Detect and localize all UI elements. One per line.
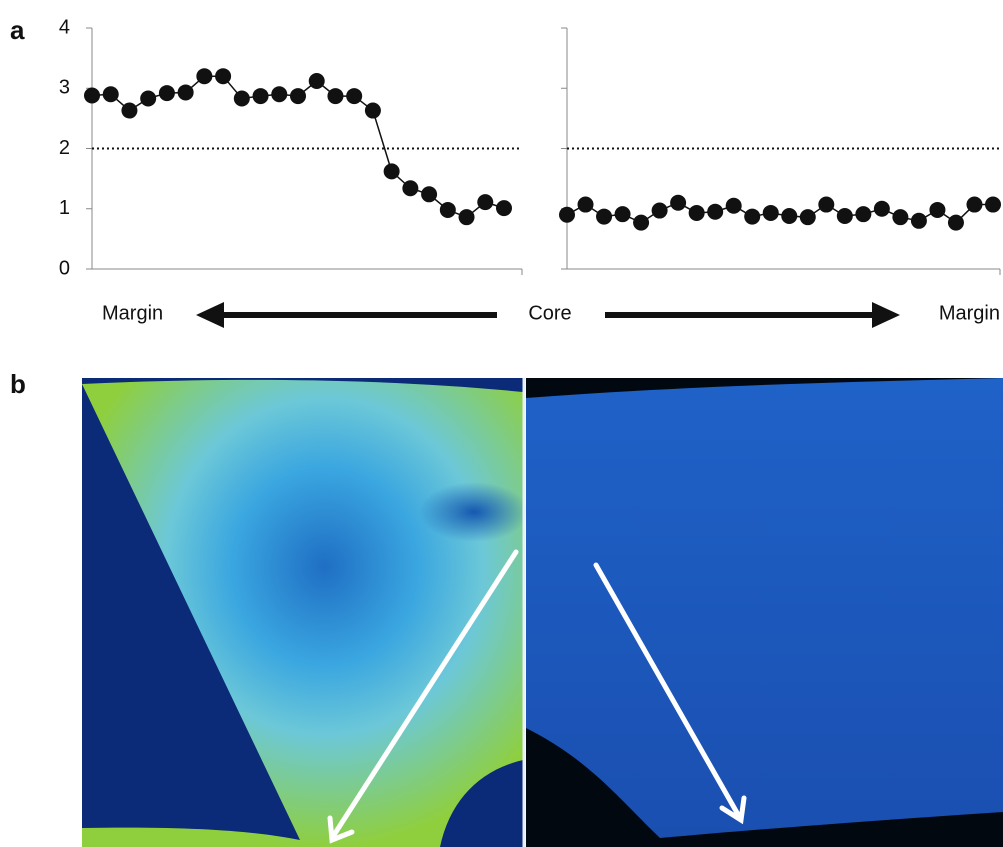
data-point [688, 204, 705, 221]
data-point [458, 209, 475, 226]
data-line [566, 201, 993, 224]
direction-label: Core [528, 302, 571, 324]
data-point [781, 207, 798, 224]
y-tick-label: 1 [59, 197, 70, 219]
data-point [651, 202, 668, 219]
data-point [855, 206, 872, 223]
data-point [102, 86, 119, 103]
y-tick-label: 3 [59, 77, 70, 99]
data-point [670, 194, 687, 211]
data-point [947, 214, 964, 231]
data-point [252, 88, 269, 105]
data-point [346, 88, 363, 105]
micrograph-right [526, 378, 1003, 847]
data-point [966, 196, 983, 213]
panel-label: a [10, 15, 25, 45]
data-point [707, 203, 724, 220]
micrograph-left [82, 378, 540, 847]
data-point [477, 194, 494, 211]
data-point [158, 85, 175, 102]
direction-label: Margin [102, 302, 163, 324]
data-point [121, 102, 138, 119]
data-point [233, 90, 250, 107]
data-point [799, 209, 816, 226]
data-point [140, 90, 157, 107]
data-point [614, 206, 631, 223]
data-point [215, 68, 232, 85]
data-point [364, 102, 381, 119]
data-point [596, 208, 613, 225]
panel-label: b [10, 369, 26, 399]
data-point [327, 88, 344, 105]
data-point [892, 209, 909, 226]
data-point [439, 201, 456, 218]
data-point [929, 201, 946, 218]
data-point [725, 197, 742, 214]
y-tick-label: 2 [59, 137, 70, 159]
direction-label: Margin [939, 302, 1000, 324]
data-point [271, 86, 288, 103]
data-point [421, 186, 438, 203]
data-point [744, 208, 761, 225]
data-point [836, 207, 853, 224]
data-point [818, 196, 835, 213]
direction-arrows [196, 302, 900, 328]
image-arrows [327, 549, 747, 844]
data-point [559, 206, 575, 223]
data-point [177, 84, 194, 101]
data-point [873, 200, 890, 217]
data-point [762, 204, 779, 221]
data-point [290, 88, 306, 105]
data-point [633, 214, 650, 231]
data-point [496, 200, 512, 217]
data-point [402, 180, 419, 197]
data-point [383, 163, 400, 180]
y-tick-label: 0 [59, 257, 70, 279]
y-tick-label: 4 [59, 16, 70, 38]
data-point [196, 68, 213, 85]
data-point [84, 87, 100, 104]
data-point [577, 196, 594, 213]
data-point [910, 212, 927, 229]
data-point [308, 73, 325, 90]
data-point [985, 196, 1001, 213]
